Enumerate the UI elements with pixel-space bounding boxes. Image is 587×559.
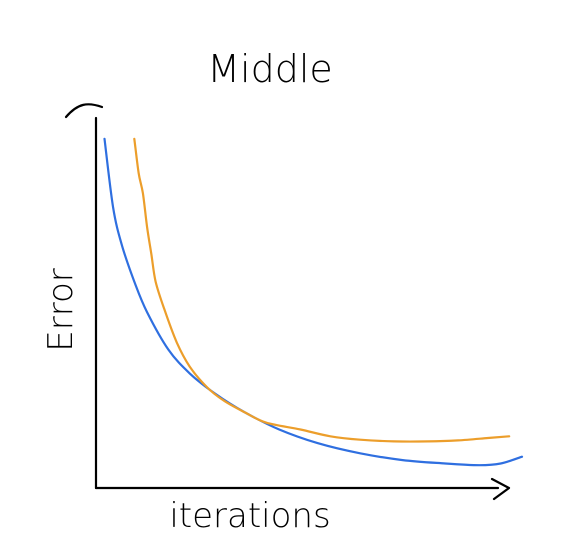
x-axis-label: iterations <box>169 496 330 536</box>
y-axis-arrowhead <box>64 103 104 119</box>
y-axis-label: Error <box>41 268 81 351</box>
x-axis <box>94 477 511 501</box>
series-line-1 <box>103 137 524 467</box>
series-line-2 <box>133 137 511 443</box>
series-layer <box>103 137 524 467</box>
chart-title: Middle <box>207 47 333 91</box>
x-axis-arrowhead <box>490 477 511 501</box>
y-axis <box>64 103 104 490</box>
